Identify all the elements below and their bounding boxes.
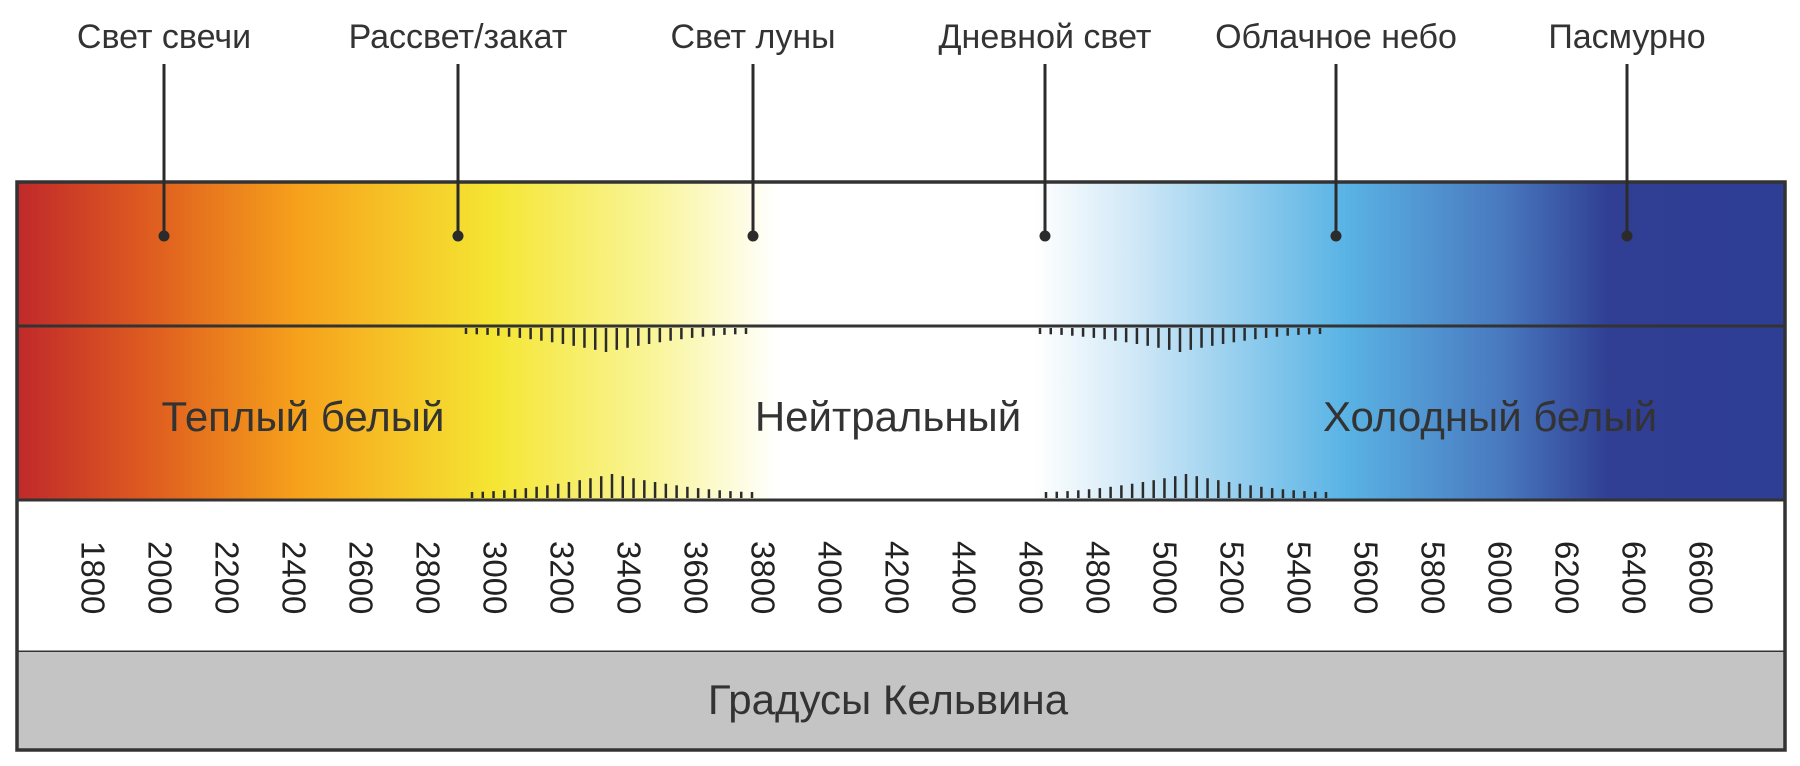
- callout-dot: [158, 230, 170, 242]
- callout-label: Облачное небо: [1215, 18, 1457, 56]
- kelvin-tick-label: 6600: [1682, 541, 1719, 614]
- kelvin-tick-label: 4200: [878, 541, 915, 614]
- kelvin-tick-label: 3200: [543, 541, 580, 614]
- tick-cluster-warm-bottom: [470, 474, 754, 498]
- callout-label: Свет луны: [670, 18, 835, 56]
- kelvin-tick-label: 5600: [1347, 541, 1384, 614]
- callout-dot: [747, 230, 759, 242]
- kelvin-tick-label: 4400: [945, 541, 982, 614]
- callout-dot: [1330, 230, 1342, 242]
- kelvin-tick-label: 2200: [208, 541, 245, 614]
- callout-label: Дневной свет: [939, 18, 1152, 56]
- kelvin-tick-label: 4600: [1012, 541, 1049, 614]
- kelvin-tick-label: 2400: [275, 541, 312, 614]
- callout-cloudy-sky: Облачное небо: [1215, 18, 1457, 242]
- kelvin-tick-label: 5800: [1414, 541, 1451, 614]
- unit-band: [17, 652, 1785, 750]
- tick-cluster-warm-top: [464, 328, 748, 352]
- kelvin-scale-area: [17, 500, 1785, 652]
- unit-label: Градусы Кельвина: [708, 676, 1069, 723]
- kelvin-tick-label: 1800: [74, 541, 111, 614]
- kelvin-tick-label: 6000: [1481, 541, 1518, 614]
- kelvin-tick-label: 5000: [1146, 541, 1183, 614]
- kelvin-tick-label: 3400: [610, 541, 647, 614]
- zone-label-warm-white: Теплый белый: [162, 393, 445, 440]
- diagram-frame: [15, 180, 1787, 752]
- zone-label-neutral: Нейтральный: [755, 393, 1021, 440]
- kelvin-tick-labels: 1800 2000 2200 2400 2600 2800 3000 3200 3400 3600…: [74, 541, 1719, 614]
- tick-clusters: [464, 328, 1328, 498]
- kelvin-tick-label: 4000: [811, 541, 848, 614]
- tick-cluster-cool-top: [1038, 328, 1322, 352]
- kelvin-tick-label: 6200: [1548, 541, 1585, 614]
- kelvin-tick-label: 2800: [409, 541, 446, 614]
- callout-dot: [452, 230, 464, 242]
- callouts: Свет свечи Рассвет/закат Свет луны Дневн…: [77, 18, 1706, 242]
- callout-label: Свет свечи: [77, 18, 251, 56]
- kelvin-tick-label: 5200: [1213, 541, 1250, 614]
- callout-dot: [1039, 230, 1051, 242]
- kelvin-tick-label: 3000: [476, 541, 513, 614]
- callout-label: Пасмурно: [1548, 18, 1705, 56]
- kelvin-tick-label: 3600: [677, 541, 714, 614]
- callout-sunrise-sunset: Рассвет/закат: [349, 18, 568, 242]
- tick-cluster-cool-bottom: [1044, 474, 1328, 498]
- kelvin-tick-label: 4800: [1079, 541, 1116, 614]
- callout-moonlight: Свет луны: [670, 18, 836, 242]
- kelvin-tick-label: 2600: [342, 541, 379, 614]
- callout-overcast: Пасмурно: [1548, 18, 1706, 242]
- kelvin-tick-label: 5400: [1280, 541, 1317, 614]
- zone-label-cool-white: Холодный белый: [1323, 393, 1657, 440]
- callout-label: Рассвет/закат: [349, 18, 568, 56]
- kelvin-tick-label: 6400: [1615, 541, 1652, 614]
- kelvin-tick-label: 3800: [744, 541, 781, 614]
- spectrum-band: [17, 182, 1785, 500]
- callout-dot: [1621, 230, 1633, 242]
- callout-daylight: Дневной свет: [939, 18, 1152, 242]
- callout-candle: Свет свечи: [77, 18, 251, 242]
- kelvin-tick-label: 2000: [141, 541, 178, 614]
